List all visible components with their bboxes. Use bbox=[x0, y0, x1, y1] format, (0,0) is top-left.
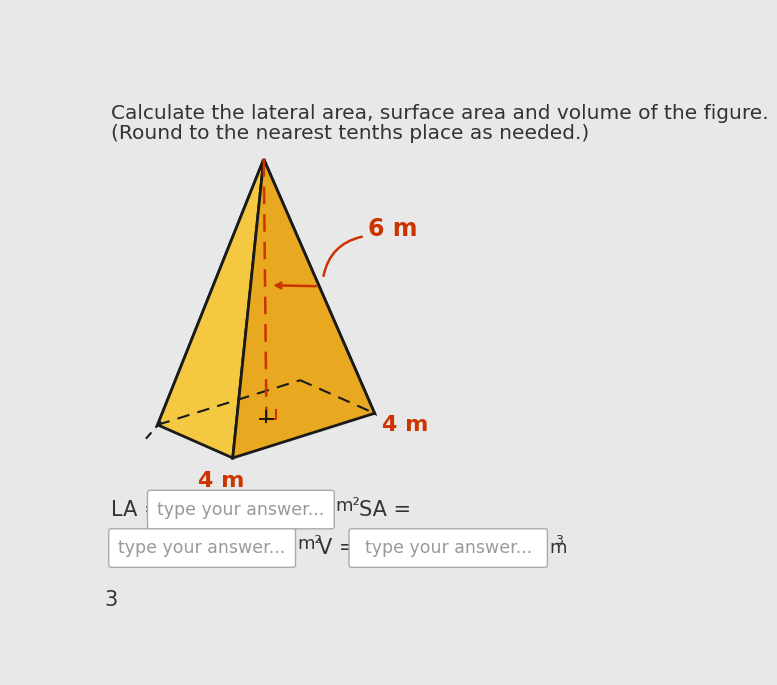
Text: 4 m: 4 m bbox=[382, 415, 429, 435]
Text: type your answer...: type your answer... bbox=[157, 501, 324, 519]
Text: 6 m: 6 m bbox=[368, 216, 418, 240]
Text: m: m bbox=[549, 539, 566, 557]
FancyBboxPatch shape bbox=[109, 529, 295, 567]
Polygon shape bbox=[233, 159, 375, 458]
Text: m²: m² bbox=[297, 535, 322, 553]
Text: type your answer...: type your answer... bbox=[364, 539, 531, 557]
FancyBboxPatch shape bbox=[349, 529, 548, 567]
Polygon shape bbox=[263, 159, 375, 413]
Text: type your answer...: type your answer... bbox=[118, 539, 285, 557]
Polygon shape bbox=[158, 159, 263, 458]
Text: 4 m: 4 m bbox=[198, 471, 244, 491]
Polygon shape bbox=[158, 159, 300, 425]
Text: LA =: LA = bbox=[111, 499, 162, 519]
Text: 3: 3 bbox=[555, 534, 563, 547]
Text: m²: m² bbox=[336, 497, 361, 514]
Text: 3: 3 bbox=[105, 590, 118, 610]
Text: (Round to the nearest tenths place as needed.): (Round to the nearest tenths place as ne… bbox=[111, 124, 589, 142]
FancyBboxPatch shape bbox=[148, 490, 334, 529]
Text: SA =: SA = bbox=[359, 499, 411, 519]
Text: V =: V = bbox=[318, 538, 357, 558]
Text: Calculate the lateral area, surface area and volume of the figure.: Calculate the lateral area, surface area… bbox=[111, 103, 768, 123]
